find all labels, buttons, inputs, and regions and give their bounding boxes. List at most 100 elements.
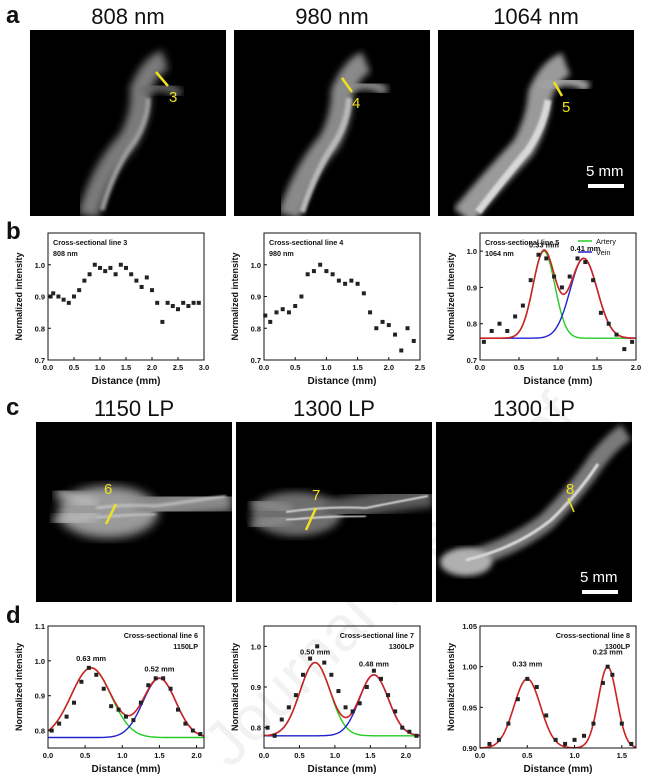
x-tick-label-1: 0.5: [514, 363, 524, 372]
fit-component-0: [263, 661, 420, 737]
data-point-11: [567, 274, 572, 279]
data-point-13: [583, 260, 588, 265]
x-tick-label-0: 0.0: [43, 363, 53, 372]
y-tick-label-0: 0.8: [251, 724, 261, 733]
line-label-7: 7: [312, 487, 320, 504]
y-tick-label-0: 0.90: [462, 744, 477, 753]
data-point-16: [168, 686, 173, 691]
data-point-11: [330, 272, 335, 277]
fit-sum-curve: [263, 661, 421, 737]
x-tick-label-3: 1.5: [121, 363, 131, 372]
data-point-7: [553, 737, 558, 742]
data-point-1: [496, 737, 501, 742]
x-tick-label-1: 0.5: [522, 751, 532, 760]
y-tick-label-1: 0.8: [251, 324, 261, 333]
data-point-8: [544, 256, 549, 261]
line-label-3: 3: [169, 89, 177, 106]
data-point-19: [190, 728, 195, 733]
x-tick-label-2: 1.0: [330, 751, 340, 760]
data-point-9: [552, 274, 557, 279]
data-point-1: [57, 721, 62, 726]
panel-letter-b: b: [6, 218, 21, 245]
data-point-4: [79, 679, 84, 684]
annotation-0: Cross-sectional line 6: [124, 631, 198, 640]
data-point-5: [301, 672, 305, 677]
data-point-13: [146, 683, 151, 688]
title-1300lp-1: 1300 LP: [293, 396, 375, 421]
x-tick-label-4: 2.0: [147, 363, 157, 372]
data-point-20: [386, 323, 391, 328]
data-point-18: [183, 721, 188, 726]
data-point-16: [606, 321, 611, 326]
scale-bar-label-c: 5 mm: [580, 569, 618, 586]
data-point-15: [371, 668, 376, 673]
data-point-7: [101, 686, 106, 691]
data-point-6: [77, 288, 82, 293]
x-tick-label-1: 0.5: [69, 363, 79, 372]
data-point-18: [139, 284, 144, 289]
annotation-1: 980 nm: [269, 249, 294, 258]
annotation-0: Cross-sectional line 5: [485, 238, 559, 247]
data-point-11: [343, 705, 348, 710]
x-axis-label: Distance (mm): [92, 764, 161, 775]
fluorescence-image-980nm: 4: [234, 30, 430, 216]
data-point-2: [497, 321, 502, 326]
x-tick-label-0: 0.0: [259, 751, 269, 760]
chart-svg-0: 0.0 0.5 1.0 1.5 2.0 2.5 3.0 0.7 0.8 0.9 1.0 Distanc…: [14, 232, 209, 387]
plot-b2: 0.0 0.5 1.0 1.5 2.0 2.5 0.7 0.8 0.9 1.0 Distance (…: [216, 225, 432, 390]
x-tick-label-2: 1.0: [95, 363, 105, 372]
x-tick-label-5: 2.5: [415, 363, 425, 372]
panel-letter-a: a: [6, 2, 20, 29]
legend-label-0: Artery: [596, 237, 616, 246]
data-point-12: [600, 680, 605, 685]
data-point-6: [308, 656, 313, 661]
annotation-1: 808 nm: [53, 249, 78, 258]
data-point-16: [379, 676, 383, 681]
y-axis-label: Normalized intensity: [446, 643, 456, 731]
data-point-17: [134, 278, 139, 283]
data-point-14: [591, 278, 596, 283]
data-point-18: [393, 709, 398, 714]
data-point-0: [265, 725, 270, 730]
data-point-7: [305, 272, 310, 277]
data-point-8: [563, 741, 568, 746]
plot-b1: 0.0 0.5 1.0 1.5 2.0 2.5 3.0 0.7 0.8 0.9 1.0 Distanc…: [0, 225, 216, 390]
x-tick-label-2: 1.0: [569, 751, 579, 760]
data-point-18: [374, 326, 379, 331]
cross-section-line-6: [104, 503, 118, 525]
title-1150lp: 1150 LP: [93, 396, 175, 421]
data-point-8: [87, 272, 92, 277]
data-point-14: [610, 672, 615, 677]
data-point-19: [380, 319, 385, 324]
y-axis-label: Normalized intensity: [14, 643, 24, 731]
data-point-9: [92, 262, 97, 267]
x-tick-label-4: 2.0: [631, 363, 641, 372]
fit-sum-curve: [479, 665, 637, 749]
fwhm-label-1: 0.41 mm: [570, 244, 600, 253]
fluorescence-image-1150lp: 6: [36, 422, 232, 602]
data-point-13: [605, 664, 610, 669]
data-point-11: [131, 718, 136, 723]
panel-letter-d: d: [6, 602, 21, 629]
data-point-13: [113, 272, 118, 277]
data-point-15: [355, 281, 360, 286]
x-tick-label-1: 0.5: [80, 751, 90, 760]
cross-section-line-8: [567, 497, 575, 513]
y-tick-label-1: 0.9: [35, 692, 45, 701]
data-point-17: [614, 332, 619, 337]
data-point-11: [591, 721, 596, 726]
fwhm-label-0: 0.50 mm: [300, 647, 330, 656]
fit-sum-curve: [480, 249, 636, 339]
y-tick-label-1: 0.8: [35, 324, 45, 333]
x-tick-label-0: 0.0: [43, 751, 53, 760]
x-tick-label-0: 0.0: [475, 751, 485, 760]
data-point-20: [198, 732, 203, 737]
y-tick-label-2: 1.00: [462, 663, 477, 672]
scale-bar-c: [582, 590, 618, 594]
x-tick-label-3: 1.5: [154, 751, 164, 760]
data-point-19: [400, 725, 405, 730]
data-point-21: [393, 332, 398, 337]
data-point-9: [572, 737, 577, 742]
cross-section-line-5: [552, 81, 564, 97]
data-point-14: [153, 676, 158, 681]
